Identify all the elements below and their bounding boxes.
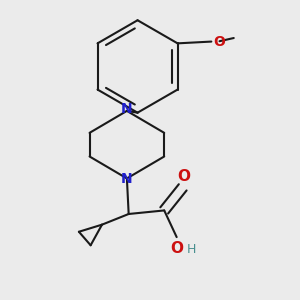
Text: N: N	[121, 172, 133, 186]
Text: O: O	[170, 242, 183, 256]
Text: H: H	[187, 244, 196, 256]
Text: N: N	[121, 102, 133, 116]
Text: O: O	[213, 34, 225, 49]
Text: O: O	[177, 169, 190, 184]
